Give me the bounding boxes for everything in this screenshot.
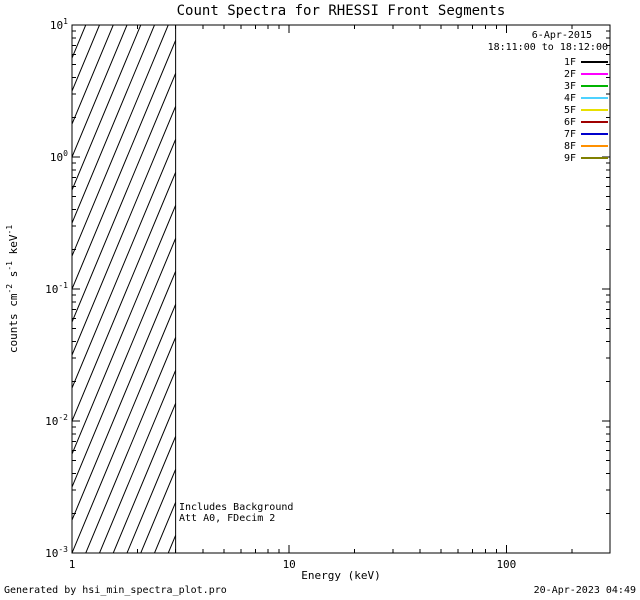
x-tick-label: 10 (283, 558, 296, 571)
y-tick-label: 10-3 (45, 545, 68, 560)
legend-label: 7F (564, 129, 576, 140)
footer-generator: Generated by hsi_min_spectra_plot.pro (4, 585, 227, 596)
y-tick-label: 10-2 (45, 413, 68, 428)
footer-timestamp: 20-Apr-2023 04:49 (534, 585, 636, 596)
x-tick-label: 1 (69, 558, 76, 571)
y-tick-label: 101 (50, 17, 68, 32)
annotation-attenuator: Att A0, FDecim 2 (179, 513, 275, 524)
legend-label: 3F (564, 81, 576, 92)
plot-frame (71, 24, 611, 554)
axis-ticks (71, 24, 611, 554)
legend-label: 5F (564, 105, 576, 116)
legend-date: 6-Apr-2015 (532, 30, 592, 41)
legend-label: 6F (564, 117, 576, 128)
y-axis-label: counts cm-2 s-1 keV-1 (5, 225, 20, 353)
annotation-background: Includes Background (179, 502, 293, 513)
legend: 6-Apr-2015 18:11:00 to 18:12:00 1F2F3F4F… (488, 30, 608, 164)
y-tick-label: 100 (50, 149, 68, 164)
plot-annotations: Includes Background Att A0, FDecim 2 (179, 502, 293, 524)
x-tick-labels: 1 10 100 (69, 558, 517, 571)
hatched-background-band (72, 25, 177, 553)
legend-label: 8F (564, 141, 576, 152)
chart-title: Count Spectra for RHESSI Front Segments (177, 3, 506, 19)
legend-label: 9F (564, 153, 576, 164)
y-tick-label: 10-1 (45, 281, 68, 296)
x-tick-label: 100 (496, 558, 516, 571)
legend-label: 4F (564, 93, 576, 104)
x-axis-label: Energy (keV) (301, 569, 380, 582)
legend-time-range: 18:11:00 to 18:12:00 (488, 42, 608, 53)
legend-label: 2F (564, 69, 576, 80)
legend-label: 1F (564, 57, 576, 68)
y-tick-labels: 101 100 10-1 10-2 10-3 (45, 17, 68, 560)
